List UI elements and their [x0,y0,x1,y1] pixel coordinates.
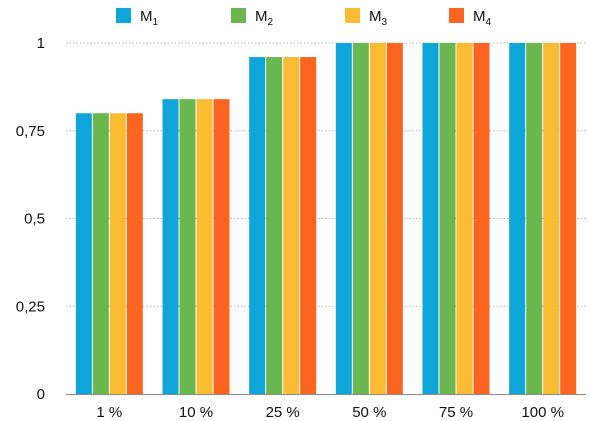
bar-m4-4 [473,43,490,394]
bar-m2-3 [352,43,369,394]
bar-m4-5 [560,43,577,394]
x-tick-label: 50 % [352,404,386,421]
legend-label-m1: M1 [140,8,159,28]
bar-m1-5 [509,43,526,394]
bar-m3-3 [369,43,386,394]
legend-label-m2: M2 [255,8,274,28]
y-tick-label: 0,25 [16,298,45,315]
bar-m2-1 [179,99,196,394]
y-tick-label: 0,5 [24,211,45,228]
x-axis: 1 % 10 % 25 % 50 % 75 % 100 % [66,394,586,421]
y-tick-label: 0 [37,386,45,403]
bar-m4-0 [126,113,143,394]
bar-m2-5 [526,43,543,394]
bar-m2-0 [92,113,109,394]
bar-m4-2 [300,57,317,394]
legend-label-m3: M3 [369,8,388,28]
bar-m1-1 [162,99,179,394]
legend-swatch-m3 [345,8,360,23]
bar-m3-2 [283,57,300,394]
x-tick-label: 10 % [179,404,213,421]
y-tick-label: 0,75 [16,123,45,140]
bar-m1-0 [75,113,92,394]
y-axis: 0 0,25 0,5 0,75 1 [16,35,45,403]
x-tick-label: 25 % [266,404,300,421]
bar-m1-4 [422,43,439,394]
legend-swatch-m1 [116,8,131,23]
gridlines [66,42,586,307]
bar-m3-1 [196,99,213,394]
legend-label-m4: M4 [473,8,492,28]
x-tick-label: 1 % [96,404,122,421]
bar-m1-2 [249,57,266,394]
bar-m3-5 [543,43,560,394]
bar-m4-1 [213,99,230,394]
bar-m4-3 [386,43,403,394]
bar-m2-4 [439,43,456,394]
y-tick-label: 1 [37,35,45,52]
bars [75,43,577,394]
bar-m3-0 [109,113,126,394]
bar-m1-3 [335,43,352,394]
bar-m2-2 [266,57,283,394]
x-tick-label: 100 % [521,404,564,421]
bar-m3-4 [456,43,473,394]
legend-swatch-m4 [449,8,464,23]
legend: M1 M2 M3 M4 [116,8,492,28]
x-tick-label: 75 % [439,404,473,421]
legend-swatch-m2 [231,8,246,23]
